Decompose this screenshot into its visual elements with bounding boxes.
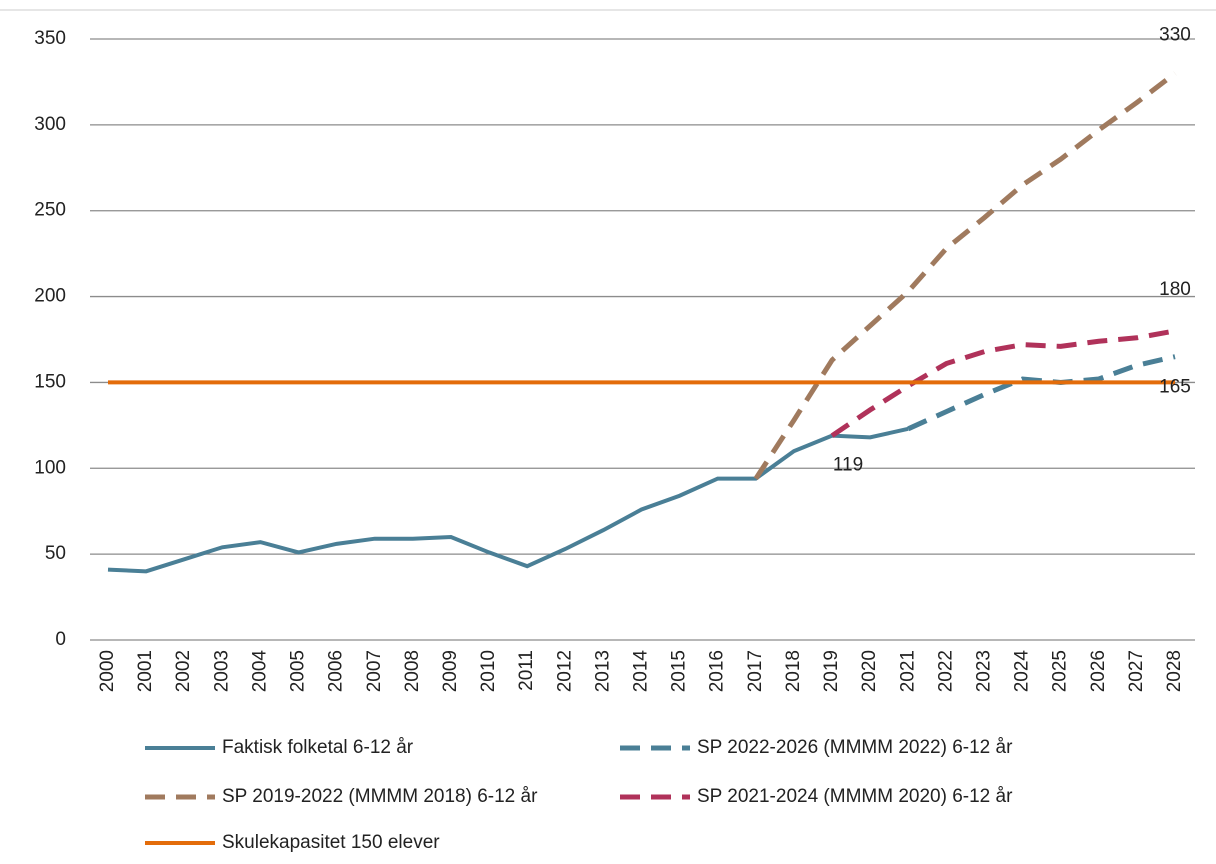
- x-tick-label: 2004: [249, 650, 270, 693]
- x-tick-label: 2005: [288, 650, 309, 692]
- x-tick-label: 2016: [707, 650, 728, 692]
- series-line: [830, 328, 1176, 438]
- y-tick-label: 100: [34, 457, 66, 478]
- data-label: 119: [833, 455, 863, 476]
- legend-label: Faktisk folketal 6-12 år: [222, 737, 414, 758]
- x-tick-label: 2023: [973, 650, 994, 692]
- x-tick-label: 2021: [897, 650, 918, 692]
- series-line: [907, 354, 1176, 432]
- y-tick-label: 250: [34, 200, 66, 221]
- x-tick-label: 2015: [669, 650, 690, 692]
- y-tick-label: 50: [45, 543, 66, 564]
- x-tick-label: 2017: [745, 650, 766, 692]
- y-tick-label: 200: [34, 286, 66, 307]
- x-tick-label: 2027: [1126, 650, 1147, 692]
- x-tick-label: 2014: [631, 650, 652, 693]
- x-tick-label: 2002: [173, 650, 194, 692]
- x-tick-label: 2026: [1088, 650, 1109, 692]
- x-tick-label: 2022: [935, 650, 956, 692]
- y-tick-label: 150: [34, 371, 66, 392]
- y-tick-label: 300: [34, 114, 66, 135]
- x-tick-label: 2011: [516, 650, 537, 691]
- x-tick-label: 2024: [1012, 650, 1033, 693]
- data-label: 330: [1159, 24, 1191, 45]
- x-tick-label: 2028: [1164, 650, 1185, 692]
- x-tick-label: 2010: [478, 650, 499, 692]
- legend-label: SP 2022-2026 (MMMM 2022) 6-12 år: [697, 737, 1013, 758]
- data-label: 165: [1159, 377, 1191, 398]
- x-tick-label: 2007: [364, 650, 385, 692]
- x-tick-label: 2001: [135, 650, 156, 692]
- x-tick-label: 2019: [821, 650, 842, 692]
- x-tick-label: 2012: [554, 650, 575, 692]
- y-tick-label: 0: [55, 629, 66, 650]
- x-tick-label: 2003: [211, 650, 232, 692]
- data-label: 180: [1159, 279, 1191, 300]
- x-tick-label: 2013: [592, 650, 613, 692]
- series-line: [753, 71, 1177, 480]
- series-line: [107, 426, 909, 574]
- x-tick-label: 2006: [326, 650, 347, 692]
- legend-label: Skulekapasitet 150 elever: [222, 832, 440, 853]
- legend-label: SP 2021-2024 (MMMM 2020) 6-12 år: [697, 786, 1013, 807]
- legend-label: SP 2019-2022 (MMMM 2018) 6-12 år: [222, 786, 538, 807]
- y-tick-label: 350: [34, 28, 66, 49]
- x-tick-label: 2000: [97, 650, 118, 692]
- x-tick-label: 2020: [859, 650, 880, 692]
- x-tick-label: 2008: [402, 650, 423, 692]
- x-tick-label: 2009: [440, 650, 461, 692]
- x-tick-label: 2018: [783, 650, 804, 692]
- x-tick-label: 2025: [1050, 650, 1071, 692]
